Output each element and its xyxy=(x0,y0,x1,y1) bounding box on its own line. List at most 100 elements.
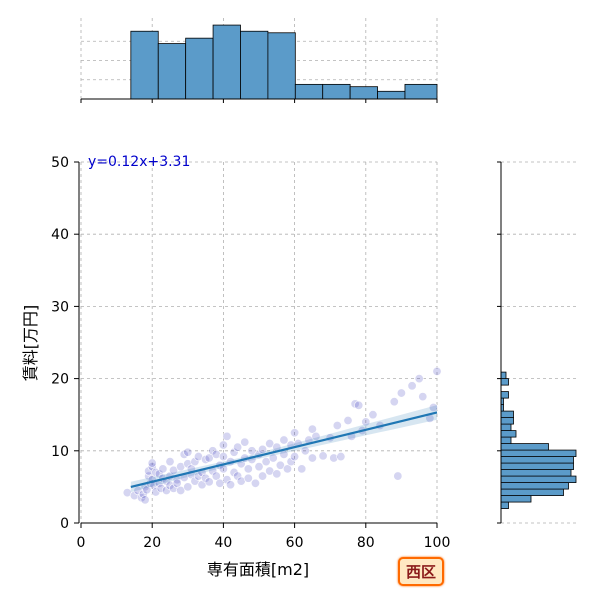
scatter-point xyxy=(361,417,371,427)
regression-layer xyxy=(130,405,438,493)
scatter-point xyxy=(407,381,417,391)
scatter-point xyxy=(183,447,193,457)
scatter-point xyxy=(275,460,285,470)
scatter-point xyxy=(286,457,296,467)
y-hist-bar xyxy=(500,410,514,418)
scatter-point xyxy=(156,483,166,493)
scatter-point xyxy=(300,446,310,456)
scatter-point xyxy=(222,475,232,485)
y-tick-label: 20 xyxy=(51,372,69,388)
scatter-point xyxy=(233,442,243,452)
scatter-point xyxy=(211,449,221,459)
x-hist-bar xyxy=(377,90,406,100)
scatter-point xyxy=(368,410,378,420)
scatter-point xyxy=(250,478,260,488)
scatter-point xyxy=(183,482,193,492)
scatter-point xyxy=(190,457,200,467)
y-hist-bar xyxy=(500,449,577,457)
region-badge: 西区 xyxy=(398,557,445,586)
scatter-point xyxy=(243,473,253,483)
scatter-point xyxy=(393,471,403,481)
y-tick-label: 30 xyxy=(51,299,69,315)
scatter-points xyxy=(122,366,442,505)
scatter-point xyxy=(254,462,264,472)
y-hist-bar xyxy=(500,371,507,379)
scatter-point xyxy=(265,439,275,449)
y-hist-bar xyxy=(500,475,577,483)
scatter-point xyxy=(343,415,353,425)
scatter-point xyxy=(258,444,268,454)
scatter-point xyxy=(222,431,232,441)
scatter-point xyxy=(236,476,246,486)
x-marginal-histogram xyxy=(80,24,438,103)
scatter-point xyxy=(396,388,406,398)
scatter-point xyxy=(122,488,132,498)
y-hist-bar xyxy=(500,436,512,444)
y-hist-bar xyxy=(500,430,517,438)
scatter-point xyxy=(311,431,321,441)
scatter-point xyxy=(240,437,250,447)
x-hist-bar xyxy=(322,83,351,100)
scatter-point xyxy=(354,400,364,410)
x-hist-bar xyxy=(130,30,159,100)
x-hist-bar xyxy=(294,83,324,100)
scatter-point xyxy=(193,452,203,462)
y-hist-bar xyxy=(500,391,509,399)
scatter-point xyxy=(147,462,157,472)
scatter-point xyxy=(151,467,161,477)
scatter-point xyxy=(172,478,182,488)
x-axis-label: 専有面積[m2] xyxy=(207,560,309,579)
y-hist-bar xyxy=(500,462,574,470)
scatter-point xyxy=(329,453,339,463)
scatter-point xyxy=(307,424,317,434)
y-tick-label: 0 xyxy=(60,516,69,532)
x-tick-label: 100 xyxy=(424,535,451,551)
y-tick-label: 50 xyxy=(51,155,69,171)
scatter-point xyxy=(176,486,186,496)
y-hist-bar xyxy=(500,501,509,509)
y-tick-label: 10 xyxy=(51,444,69,460)
scatter-point xyxy=(432,366,442,376)
scatter-point xyxy=(290,452,300,462)
axes-layer: 0 20 40 60 80 100 0 10 20 30 40 50 xyxy=(51,155,450,551)
scatter-point xyxy=(165,457,175,467)
scatter-point xyxy=(261,457,271,467)
scatter-point xyxy=(218,452,228,462)
scatter-point xyxy=(307,453,317,463)
scatter-point xyxy=(218,440,228,450)
scatter-point xyxy=(140,495,150,505)
scatter-point xyxy=(147,458,157,468)
scatter-point xyxy=(297,464,307,474)
y-tick-label: 40 xyxy=(51,227,69,243)
scatter-point xyxy=(318,451,328,461)
scatter-point xyxy=(282,464,292,474)
scatter-point xyxy=(169,465,179,475)
x-tick-label: 80 xyxy=(357,535,375,551)
scatter-point xyxy=(279,435,289,445)
y-hist-bar xyxy=(500,495,532,503)
y-hist-bar xyxy=(500,423,512,431)
y-hist-bar xyxy=(500,456,574,464)
scatter-point xyxy=(144,471,154,481)
scatter-point xyxy=(183,459,193,469)
scatter-point xyxy=(243,464,253,474)
x-hist-bar xyxy=(349,86,378,100)
scatter-point xyxy=(201,473,211,483)
scatter-point xyxy=(229,467,239,477)
scatter-point xyxy=(201,454,211,464)
x-hist-bar xyxy=(212,24,241,100)
x-hist-bar xyxy=(185,37,214,100)
x-tick-label: 40 xyxy=(214,535,232,551)
scatter-point xyxy=(272,469,282,479)
x-tick-label: 0 xyxy=(77,535,86,551)
scatter-point xyxy=(211,471,221,481)
scatter-point xyxy=(215,478,225,488)
scatter-point xyxy=(229,447,239,457)
scatter-point xyxy=(161,486,171,496)
x-hist-bar xyxy=(240,30,269,100)
scatter-point xyxy=(226,480,236,490)
y-marginal-histogram xyxy=(497,161,577,524)
scatter-point xyxy=(332,421,342,431)
